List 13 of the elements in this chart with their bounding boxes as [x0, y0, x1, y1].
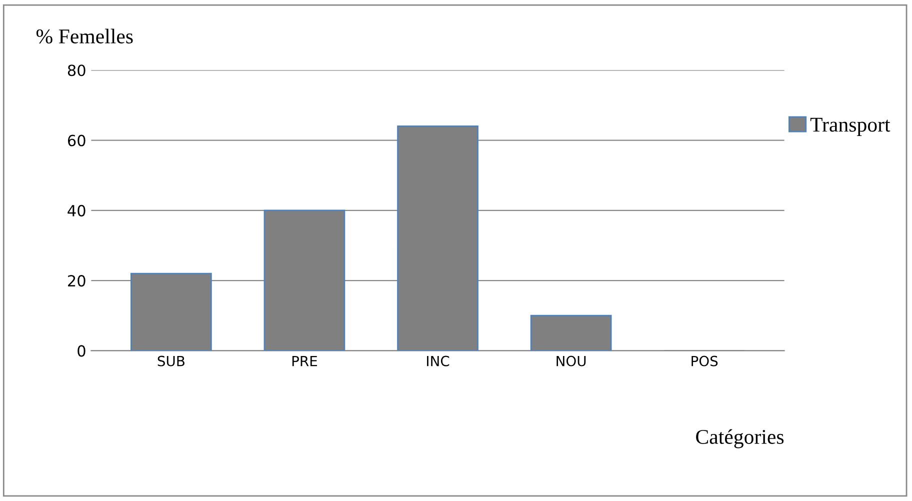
- legend-label: Transport: [810, 118, 890, 136]
- x-tick-label: POS: [692, 356, 718, 366]
- y-tick-label: 80: [68, 64, 86, 76]
- y-tick-label: 0: [78, 345, 86, 357]
- y-tick-label: 40: [68, 204, 86, 216]
- x-tick-label: PRE: [292, 356, 317, 366]
- x-tick-label: SUB: [158, 356, 184, 366]
- y-tick-label: 60: [68, 134, 86, 146]
- x-tick-label: INC: [427, 356, 450, 366]
- x-axis-title: Catégories: [696, 429, 784, 448]
- x-tick-label: NOU: [556, 356, 586, 366]
- y-tick-label: 20: [68, 275, 86, 287]
- y-axis-title: % Femelles: [36, 28, 133, 44]
